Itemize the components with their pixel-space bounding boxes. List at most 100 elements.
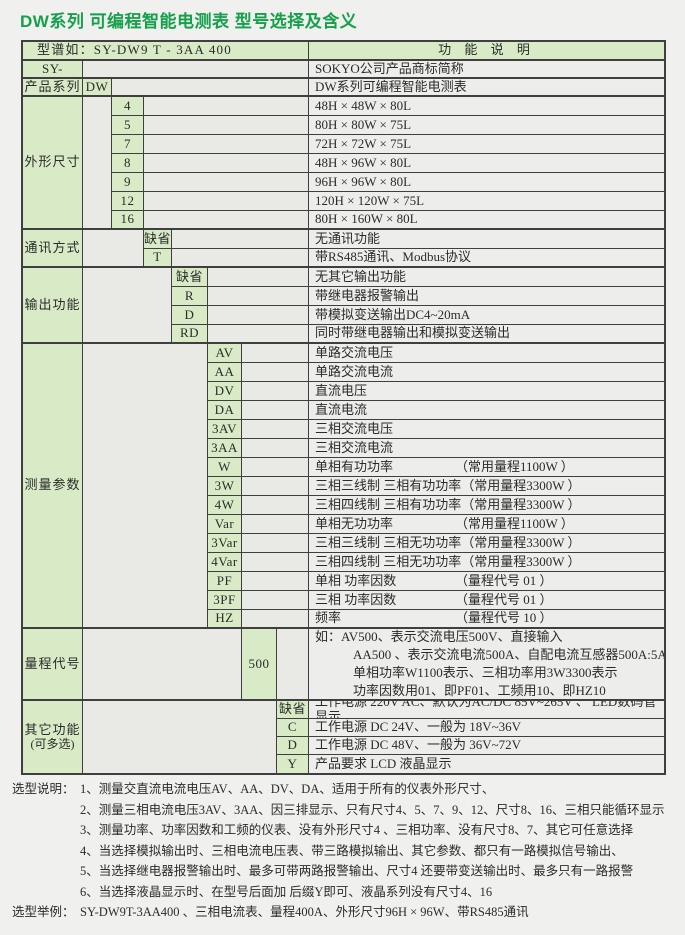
param-desc: 单相无功功率 （常用量程1100W ）	[309, 515, 664, 534]
spacer-cell	[83, 629, 242, 701]
spacer-cell	[242, 591, 309, 610]
param-code: 3PF	[208, 591, 242, 610]
param-desc: 单路交流电压	[309, 344, 664, 363]
param-code: AV	[208, 344, 242, 363]
param-range-note: （常用量程3300W ）	[461, 553, 581, 569]
param-code: 3Var	[208, 534, 242, 553]
spacer-cell	[83, 268, 172, 344]
param-code: HZ	[208, 610, 242, 629]
spacer-cell	[208, 287, 309, 306]
output-desc: 带模拟变送输出DC4~20mA	[309, 306, 664, 325]
spacer-cell	[242, 401, 309, 420]
spacer-cell	[242, 553, 309, 572]
param-desc-text: 单路交流电压	[315, 344, 394, 360]
range-desc-line: 功率因数用01、即PF01、工频用10、即HZ10	[353, 683, 606, 698]
size-code: 16	[112, 211, 144, 230]
spacer-cell	[208, 268, 309, 287]
other-desc: 工作电源 DC 24V、一般为 18V~36V	[309, 719, 664, 737]
output-code: 缺省	[172, 268, 208, 287]
spacer-cell	[242, 439, 309, 458]
param-range-note: （量程代号 01 ）	[455, 591, 553, 607]
size-code: 7	[112, 135, 144, 154]
param-desc-text: 三相四线制 三相有功功率	[315, 496, 462, 512]
param-code: DV	[208, 382, 242, 401]
comm-desc: 无通讯功能	[309, 230, 664, 249]
spacer-cell	[144, 116, 309, 135]
range-desc: 如：AV500、表示交流电压500V、直接输入 AA500 、表示交流电流500…	[309, 629, 664, 701]
spacer-cell	[242, 420, 309, 439]
param-code: 4Var	[208, 553, 242, 572]
range-code: 500	[242, 629, 277, 701]
spacer-cell	[242, 363, 309, 382]
param-desc-text: 三相交流电压	[315, 420, 394, 436]
param-desc-text: 单相无功功率	[315, 515, 394, 531]
spacer-cell	[242, 534, 309, 553]
output-desc: 同时带继电器输出和模拟变送输出	[309, 325, 664, 344]
param-code: Var	[208, 515, 242, 534]
note-text: 5、当选择继电器报警输出时、最多可带两路报警输出、尺寸4 还要带变送输出时、最多…	[80, 864, 634, 878]
spacer-cell	[242, 458, 309, 477]
spacer-cell	[144, 135, 309, 154]
param-section-label: 测量参数	[23, 344, 83, 629]
size-desc: 120H × 120W × 75L	[309, 192, 664, 211]
other-desc: 工作电源 220V AC、默认为AC/DC 85V~265V 、 LED数码管显…	[309, 701, 664, 719]
comm-section-label: 通讯方式	[23, 230, 83, 268]
series-desc: DW系列可编程智能电测表	[309, 79, 664, 97]
range-desc-line: 单相功率W1100表示、三相功率用3W3300表示	[353, 665, 618, 680]
spacer-cell	[208, 306, 309, 325]
spacer-cell	[83, 97, 112, 230]
note-line: 3、测量功率、功率因数和工频的仪表、没有外形尺寸4 、三相功率、没有尺寸8、7、…	[0, 820, 685, 841]
output-code: RD	[172, 325, 208, 344]
param-range-note: （量程代号 10 ）	[455, 610, 553, 626]
size-code: 4	[112, 97, 144, 116]
param-range-note: （常用量程3300W ）	[461, 534, 581, 550]
range-desc-line: 如：AV500、表示交流电压500V、直接输入	[315, 629, 563, 644]
note-text: 6、当选择液晶显示时、在型号后面加 后缀Y即可、液晶系列没有尺寸4、16	[80, 884, 493, 899]
page-title: DW系列 可编程智能电测表 型号选择及含义	[20, 12, 358, 31]
param-code: 3AV	[208, 420, 242, 439]
spacer-cell	[242, 572, 309, 591]
selection-notes: 选型说明： 1、测量交直流电流电压AV、AA、DV、DA、适用于所有的仪表外形尺…	[0, 779, 685, 923]
spacer-cell	[172, 249, 309, 268]
size-section-label: 外形尺寸	[23, 97, 83, 230]
param-range-note: （量程代号 01 ）	[455, 572, 553, 588]
other-code: Y	[277, 755, 309, 773]
spacer-cell	[277, 629, 309, 701]
size-code: 5	[112, 116, 144, 135]
param-desc: 单相 功率因数 （量程代号 01 ）	[309, 572, 664, 591]
range-section-label: 量程代号	[23, 629, 83, 701]
param-desc-text: 直流电压	[315, 382, 368, 398]
note-line: 选型说明： 1、测量交直流电流电压AV、AA、DV、DA、适用于所有的仪表外形尺…	[0, 779, 685, 800]
spacer-cell	[242, 515, 309, 534]
param-desc-text: 三相三线制 三相无功功率	[315, 534, 462, 550]
range-desc-line: AA500 、表示交流电流500A、自配电流互感器500A:5A	[353, 647, 664, 662]
other-section-label-line2: (可多选)	[30, 736, 75, 751]
param-desc: 三相四线制 三相有功功率 （常用量程3300W ）	[309, 496, 664, 515]
param-desc-text: 三相三线制 三相有功功率	[315, 477, 462, 493]
output-desc: 无其它输出功能	[309, 268, 664, 287]
param-desc: 三相交流电压	[309, 420, 664, 439]
param-code: 3AA	[208, 439, 242, 458]
param-range-note: （常用量程1100W ）	[455, 515, 574, 531]
other-code: 缺省	[277, 701, 309, 719]
comm-desc: 带RS485通讯、Modbus协议	[309, 249, 664, 268]
size-desc: 72H × 72W × 75L	[309, 135, 664, 154]
spacer-cell	[83, 344, 208, 629]
param-desc-text: 单相 功率因数	[315, 572, 397, 588]
param-desc-text: 三相四线制 三相无功功率	[315, 553, 462, 569]
size-desc: 96H × 96W × 80L	[309, 173, 664, 192]
note-line: 5、当选择继电器报警输出时、最多可带两路报警输出、尺寸4 还要带变送输出时、最多…	[0, 861, 685, 882]
brand-code: SY-	[23, 61, 83, 79]
other-code: C	[277, 719, 309, 737]
param-range-note: （常用量程3300W ）	[461, 477, 581, 493]
param-desc-text: 单相有功功率	[315, 458, 394, 474]
size-desc: 80H × 80W × 75L	[309, 116, 664, 135]
size-code: 8	[112, 154, 144, 173]
spacer-cell	[83, 230, 144, 268]
note-line: 2、测量三相电流电压3AV、3AA、因三排显示、只有尺寸4、5、7、9、12、尺…	[0, 800, 685, 821]
param-desc-text: 直流电流	[315, 401, 368, 417]
spacer-cell	[112, 79, 309, 97]
param-desc: 三相三线制 三相有功功率 （常用量程3300W ）	[309, 477, 664, 496]
example-line: 选型举例： SY-DW9T-3AA400 、三相电流表、量程400A、外形尺寸9…	[0, 902, 685, 923]
